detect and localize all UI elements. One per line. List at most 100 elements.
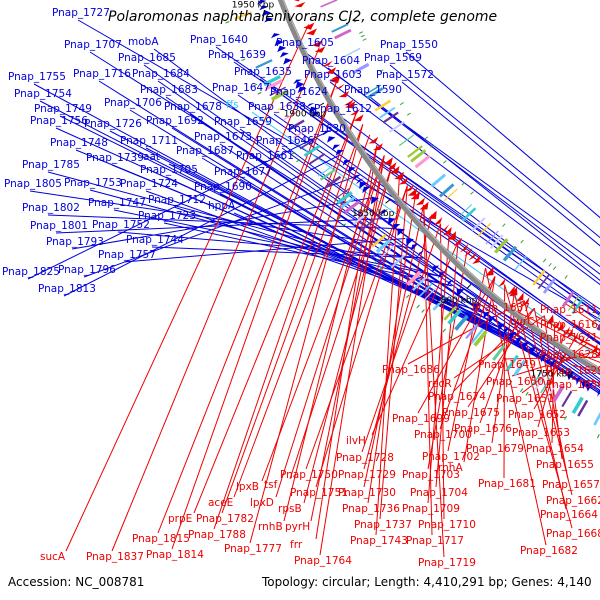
gene-label: Pnap_1683 [140,84,198,96]
feature-block [567,295,580,311]
gene-label: Pnap_1649 [478,359,536,371]
feature-block [317,165,334,177]
reverse-gene-arrow [571,331,579,342]
gene-label: Pnap_1744 [126,234,184,246]
feature-block [352,62,370,75]
forward-gene-arrow [380,209,388,216]
kbp-tick [385,199,391,204]
feature-mark [449,334,454,339]
feature-block [407,145,423,158]
forward-gene-arrow [446,279,454,287]
forward-gene-arrow [371,196,379,205]
forward-gene-arrow [483,311,490,320]
feature-mark [442,160,447,164]
forward-gene-arrow [283,57,293,65]
feature-block [443,188,458,202]
gene-label: Pnap_1572 [376,69,434,81]
gene-leader-line [295,98,600,317]
gene-label: Pnap_1603 [304,69,362,81]
gene-label: Pnap_1677 [214,166,272,178]
feature-mark [373,260,378,265]
feature-mark [424,136,428,140]
gene-label: rnhB [258,521,283,533]
forward-gene-arrow [432,265,440,273]
reverse-gene-arrow [553,319,561,330]
forward-gene-arrow [279,52,289,58]
feature-block [596,323,600,331]
reverse-gene-arrow [563,326,570,337]
gene-label: Pnap_1652 [508,409,566,421]
feature-block [390,254,406,269]
reverse-gene-arrow [404,184,415,192]
feature-mark [430,144,435,148]
gene-leader-line [310,155,385,522]
gene-label: Pnap_1630 [288,123,346,135]
gene-leader-line [513,292,567,510]
forward-gene-arrow [550,360,556,369]
gene-label: Pnap_1650 [486,376,544,388]
feature-mark [225,21,230,24]
gene-leader-line [239,128,600,383]
forward-gene-arrow [311,111,321,118]
gene-label: Pnap_1813 [38,283,96,295]
forward-gene-arrow [297,86,307,93]
forward-gene-arrow [498,323,505,332]
gene-label: Pnap_1747 [88,197,146,209]
gene-leader-line [259,78,600,323]
feature-mark [362,38,367,41]
reverse-gene-arrow [383,157,393,165]
gene-label: Pnap_1837 [86,551,144,563]
feature-block [263,74,281,87]
feature-mark [542,258,547,263]
forward-gene-arrow [342,159,351,166]
gene-leader-line [571,364,600,374]
feature-block [380,244,396,258]
gene-leader-line [315,145,378,540]
reverse-gene-arrow [566,328,573,339]
gene-leader-line [113,209,443,278]
gene-leader-line [447,267,487,452]
gene-leader-line [491,292,515,444]
feature-block [379,106,396,119]
reverse-gene-arrow [345,101,356,109]
feature-mark [520,388,524,393]
forward-gene-arrow [352,174,361,181]
gene-label: lpxB [236,481,259,493]
gene-leader-line [423,204,445,558]
gene-label: Pnap_1681 [478,478,536,490]
gene-label: prpE [168,513,192,525]
gene-leader-line [47,214,397,230]
gene-label: Pnap_1825 [2,266,60,278]
feature-mark [564,275,568,279]
feature-block [593,411,600,426]
forward-gene-arrow [362,186,371,194]
forward-gene-arrow [392,223,401,231]
reverse-gene-arrow [453,237,462,246]
gene-label: Pnap_1709 [402,503,460,515]
gene-leader-line [171,80,338,550]
gene-leader-line [417,276,496,414]
gene-label: Pnap_1753 [64,177,122,189]
gene-label: Pnap_1815 [132,533,190,545]
reverse-gene-arrow [498,277,506,288]
gene-label: Pnap_1712 [148,194,206,206]
gene-leader-line [27,132,326,280]
gene-leader-line [157,80,338,534]
gene-label: Pnap_1748 [50,137,108,149]
feature-block [534,374,547,391]
gene-leader-line [221,124,364,514]
forward-gene-arrow [597,390,600,397]
gene-label: frr [290,539,303,551]
gene-label: Pnap_1637 [472,302,530,314]
feature-block [319,168,336,181]
reverse-gene-arrow [329,74,340,81]
forward-gene-arrow [576,376,582,385]
gene-leader-line [219,193,535,354]
gene-leader-line [439,276,496,430]
feature-mark [353,19,358,23]
reverse-gene-arrow [459,243,469,253]
gene-leader-line [319,155,385,556]
gene-label: Pnap_1752 [92,219,150,231]
gene-label: Pnap_1717 [406,535,464,547]
forward-gene-arrow [261,10,271,17]
